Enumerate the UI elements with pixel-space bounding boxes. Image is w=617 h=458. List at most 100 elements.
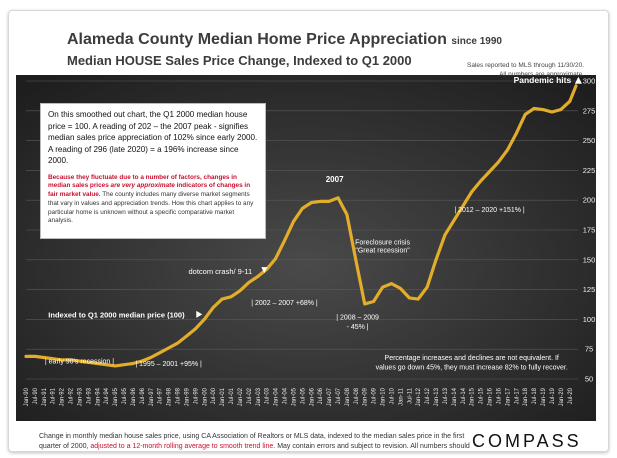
x-tick-label: Jul-15 [479,387,485,404]
x-tick-label: Jul-16 [496,387,502,404]
info-red-italic-text: are very approximate [110,182,175,190]
y-tick-label: 150 [583,255,596,264]
x-tick-label: Jul-18 [532,387,538,404]
x-tick-label: Jul-01 [229,387,235,404]
footer-text-a: Change in monthly median house sales pri… [39,433,465,450]
x-tick-label: Jul-95 [122,387,128,404]
x-tick-label: Jul-96 [140,387,146,404]
compass-logo: COMPASS [472,431,582,451]
x-tick-label: Jan-95 [113,387,119,406]
annotation-label: | early 90's recession | [45,359,114,366]
y-tick-label: 275 [583,106,596,115]
x-tick-label: Jan-20 [559,387,565,406]
x-tick-label: Jan-92 [60,387,66,406]
y-tick-label: 50 [585,375,593,384]
x-tick-label: Jan-90 [24,387,30,406]
annotation-label: Pandemic hits [514,75,572,85]
annotation-label: | 2012 – 2020 +151% | [454,207,525,214]
x-tick-label: Jul-91 [51,387,57,404]
x-tick-label: Jul-08 [354,387,360,404]
x-tick-label: Jul-93 [86,387,92,404]
x-tick-label: Jan-07 [327,387,333,406]
x-tick-label: Jul-00 [211,387,217,404]
arrow-up-icon [574,76,582,84]
data-note-line2: All numbers are approximate. [499,71,584,78]
y-tick-label: 225 [583,166,596,175]
x-tick-label: Jan-00 [202,387,208,406]
info-box: On this smoothed out chart, the Q1 2000 … [40,103,266,239]
x-tick-label: Jan-91 [42,387,48,406]
series-line [24,84,578,368]
x-tick-label: Jan-94 [95,387,101,406]
y-tick-label: 200 [583,196,596,205]
x-tick-label: Jan-97 [149,387,155,406]
footer-text-red: adjusted to a 12-month rolling average t… [90,442,276,450]
x-tick-label: Jul-92 [69,387,75,404]
info-red-text: Because they fluctuate due to a number o… [48,173,237,190]
x-tick-label: Jan-15 [470,387,476,406]
x-tick-label: Jul-94 [104,387,110,404]
x-tick-label: Jan-16 [488,387,494,406]
y-tick-label: 75 [585,345,593,354]
x-tick-label: Jan-99 [184,387,190,406]
x-tick-label: Jul-05 [300,387,306,404]
footer-text-b: May contain errors and subject to revisi… [277,442,470,450]
x-tick-label: Jan-14 [452,387,458,406]
annotation-label: Percentage increases and declines are no… [385,355,559,362]
x-tick-label: Jul-14 [461,387,467,404]
x-tick-label: Jul-11 [407,387,413,404]
x-tick-label: Jul-04 [283,387,289,404]
annotation-label: Foreclosure crisis [355,239,410,246]
x-tick-label: Jan-10 [381,387,387,406]
x-tick-label: Jan-09 [363,387,369,406]
x-tick-label: Jul-12 [425,387,431,404]
y-tick-label: 100 [583,315,596,324]
x-tick-label: Jul-06 [318,387,324,404]
x-tick-label: Jul-03 [265,387,271,404]
x-tick-label: Jul-10 [389,387,395,404]
chart-title-suffix: since 1990 [451,36,502,47]
x-tick-label: Jul-99 [193,387,199,404]
chart-subtitle: Median HOUSE Sales Price Change, Indexed… [67,53,412,68]
x-tick-label: Jan-03 [256,387,262,406]
y-tick-label: 250 [583,136,596,145]
annotation-label: dotcom crash/ 9-11 [189,267,253,276]
data-note: Sales reported to MLS through 11/30/20. … [467,61,584,79]
x-tick-label: Jan-96 [131,387,137,406]
arrow-right-icon [196,310,203,318]
x-tick-label: Jul-13 [443,387,449,404]
info-red-tail-text: indicators of changes in fair market val… [48,182,251,199]
x-tick-label: Jul-07 [336,387,342,404]
x-tick-label: Jul-98 [176,387,182,404]
x-tick-label: Jan-05 [291,387,297,406]
info-paragraph-1: On this smoothed out chart, the Q1 2000 … [48,110,258,165]
x-tick-label: Jan-17 [505,387,511,406]
annotation-label: "Great recession" [355,248,410,255]
x-tick-label: Jan-11 [398,387,404,406]
arrow-down-icon [261,267,268,274]
x-tick-label: Jan-19 [541,387,547,406]
y-tick-label: 175 [583,226,596,235]
annotation-label: 2007 [326,175,344,184]
x-tick-label: Jan-98 [167,387,173,406]
x-tick-label: Jan-18 [523,387,529,406]
annotation-label: - 45% | [347,324,369,331]
x-tick-label: Jul-19 [550,387,556,404]
x-tick-label: Jan-12 [416,387,422,406]
x-tick-label: Jul-97 [158,387,164,404]
footer-note: Change in monthly median house sales pri… [39,432,479,451]
x-tick-label: Jan-04 [274,387,280,406]
x-tick-label: Jul-09 [372,387,378,404]
x-tick-label: Jan-93 [77,387,83,406]
x-tick-label: Jan-08 [345,387,351,406]
x-tick-label: Jul-17 [514,387,520,404]
chart-card: 50 75 100 125 150 175 200 225 250 275 300 Jan-90 Jul… [8,10,609,452]
chart-title: Alameda County Median Home Price Appreci… [67,31,502,49]
x-tick-label: Jul-90 [33,387,39,404]
x-tick-label: Jul-20 [568,387,574,404]
x-tick-label: Jul-02 [247,387,253,404]
info-rest-text: The county includes many diverse market … [48,191,254,225]
y-tick-label: 125 [583,285,596,294]
data-note-line1: Sales reported to MLS through 11/30/20. [467,62,584,69]
